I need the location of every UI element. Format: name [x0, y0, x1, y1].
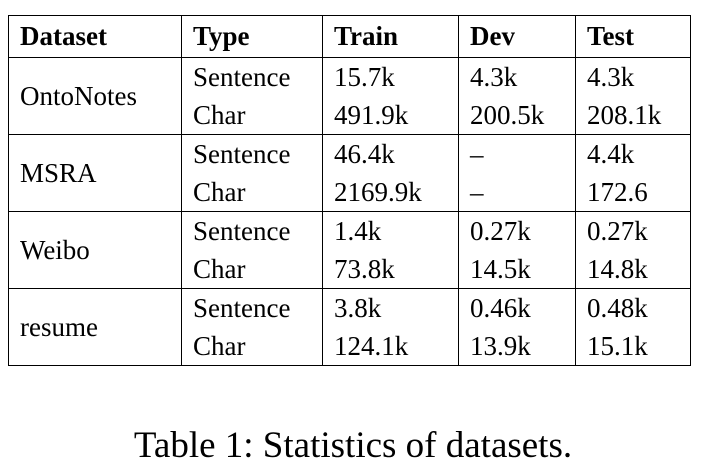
- value-cell: 3.8k: [322, 288, 459, 327]
- table-caption: Table 1: Statistics of datasets.: [133, 425, 573, 466]
- type-cell: Sentence: [181, 211, 323, 250]
- value-cell: 208.1k: [575, 96, 691, 135]
- table-row: Weibo Sentence 1.4k 0.27k 0.27k: [8, 211, 691, 289]
- value-cell: 14.8k: [575, 250, 691, 289]
- value-cell: 0.27k: [458, 211, 576, 250]
- value-cell: –: [458, 134, 576, 173]
- header-cell: Test: [575, 15, 691, 58]
- dataset-cell: MSRA: [8, 134, 182, 212]
- value-cell: 14.5k: [458, 250, 576, 289]
- value-cell: 13.9k: [458, 327, 576, 366]
- table-row: Char 124.1k 13.9k 15.1k: [9, 327, 691, 366]
- type-cell: Char: [181, 250, 323, 289]
- value-cell: 0.27k: [575, 211, 691, 250]
- header-row: Dataset Type Train Dev Test: [8, 15, 691, 58]
- table-row: MSRA Sentence 46.4k –4.4k: [8, 134, 691, 212]
- type-cell: Sentence: [181, 134, 323, 173]
- value-cell: 491.9k: [322, 96, 459, 135]
- table-row: Char 2169.9k –172.6: [9, 173, 691, 212]
- table-body: OntoNotes Sentence 15.7k 4.3k 4.3k Char 491.9k…: [8, 57, 691, 366]
- dataset-cell: Weibo: [8, 211, 182, 289]
- type-cell: Char: [181, 96, 323, 135]
- value-cell: 0.48k: [575, 288, 691, 327]
- type-cell: Char: [181, 173, 323, 212]
- header-cell: Train: [322, 15, 459, 58]
- value-cell: 4.3k: [458, 57, 576, 96]
- value-cell: 124.1k: [322, 327, 459, 366]
- value-cell: 172.6: [575, 173, 691, 212]
- table-row: Char 491.9k 200.5k 208.1k: [9, 96, 691, 135]
- value-cell: 0.46k: [458, 288, 576, 327]
- value-cell: 46.4k: [322, 134, 459, 173]
- value-cell: 2169.9k: [322, 173, 459, 212]
- table-row: OntoNotes Sentence 15.7k 4.3k 4.3k: [8, 57, 691, 135]
- type-cell: Char: [181, 327, 323, 366]
- table-row: Char 73.8k 14.5k 14.8k: [9, 250, 691, 289]
- header-cell: Dev: [458, 15, 576, 58]
- table-row: resume Sentence 3.8k 0.46k 0.48k: [8, 288, 691, 366]
- value-cell: 1.4k: [322, 211, 459, 250]
- value-cell: 4.3k: [575, 57, 691, 96]
- statistics-table: Dataset Type Train Dev Test OntoNotes Sentenc…: [8, 15, 691, 366]
- value-cell: 200.5k: [458, 96, 576, 135]
- value-cell: 4.4k: [575, 134, 691, 173]
- header-cell: Dataset: [8, 15, 182, 58]
- value-cell: 73.8k: [322, 250, 459, 289]
- type-cell: Sentence: [181, 288, 323, 327]
- dataset-cell: resume: [8, 288, 182, 366]
- value-cell: 15.1k: [575, 327, 691, 366]
- header-cell: Type: [181, 15, 323, 58]
- type-cell: Sentence: [181, 57, 323, 96]
- value-cell: –: [458, 173, 576, 212]
- value-cell: 15.7k: [322, 57, 459, 96]
- dataset-cell: OntoNotes: [8, 57, 182, 135]
